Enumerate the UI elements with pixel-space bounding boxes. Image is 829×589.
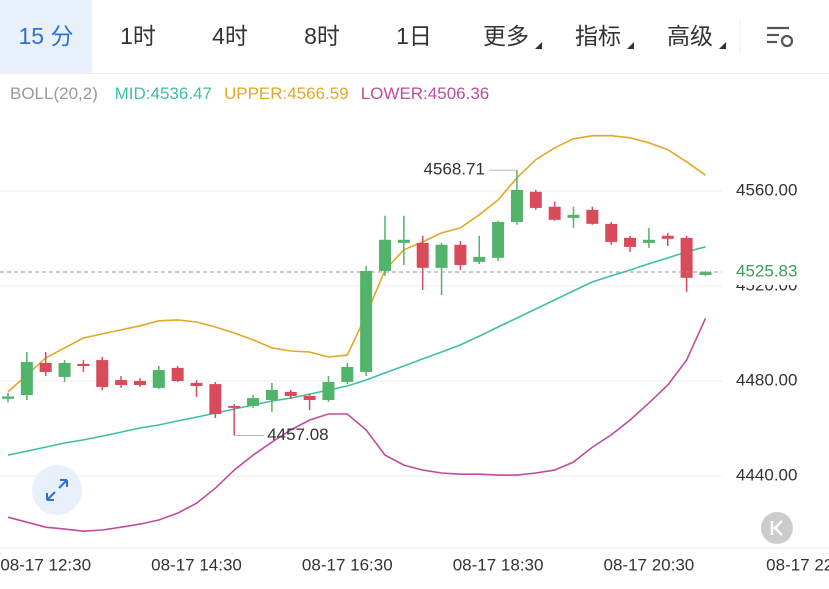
- legend-name: UPPER:: [223, 84, 288, 103]
- candle-body: [680, 237, 693, 278]
- candle-body: [133, 380, 146, 386]
- boll-line: [7, 317, 707, 533]
- candle-body: [39, 362, 52, 372]
- candle-body: [20, 361, 33, 396]
- candle-body: [115, 380, 128, 386]
- candle-body: [473, 256, 486, 262]
- tab[interactable]: 高级: [644, 0, 736, 73]
- x-tick-label: 08-17 14:30: [151, 555, 242, 574]
- candle-body: [624, 237, 637, 247]
- legend-value: 4506.36: [427, 84, 490, 103]
- max-label: 4568.71: [423, 160, 484, 179]
- y-tick-label: 4560.00: [736, 180, 797, 199]
- price-box: [724, 259, 829, 286]
- candle-body: [58, 362, 71, 377]
- candle-body: [605, 223, 618, 242]
- candle-body: [510, 189, 523, 222]
- legend-name: LOWER:: [360, 84, 428, 103]
- candle-body: [529, 191, 542, 208]
- candle-body: [454, 244, 467, 265]
- candle-body: [360, 270, 373, 372]
- min-label: 4457.08: [267, 425, 328, 444]
- tab[interactable]: 1时: [120, 23, 156, 49]
- candle-body: [209, 384, 222, 415]
- y-tick-label: 4440.00: [736, 466, 797, 485]
- y-tick-label: 4480.00: [736, 370, 797, 389]
- legend: BOLL(20,2) MID:4536.47 UPPER:4566.59 LOWER…: [10, 84, 489, 104]
- tab[interactable]: 8时: [304, 23, 340, 49]
- candle-body: [341, 366, 354, 382]
- latest-button[interactable]: [761, 512, 793, 544]
- expand-button[interactable]: [32, 465, 82, 515]
- tab[interactable]: 1日: [396, 23, 432, 49]
- tab[interactable]: 15 分: [0, 0, 92, 73]
- legend-value: 4536.47: [150, 84, 212, 103]
- candle-body: [284, 391, 297, 396]
- candle-body: [548, 206, 561, 220]
- x-tick-label: 08-17 16:30: [302, 555, 393, 574]
- dropdown-arrow: [535, 42, 542, 49]
- candle-body: [379, 239, 391, 271]
- dropdown-arrow: [719, 42, 726, 49]
- candle-body: [642, 239, 655, 243]
- boll-line: [7, 246, 706, 456]
- tab[interactable]: 更多: [460, 0, 552, 73]
- candle-body: [416, 242, 429, 268]
- candle-body: [322, 381, 335, 400]
- x-tick-label: 08-17 22: [766, 555, 829, 574]
- candle-body: [2, 396, 14, 399]
- price-label: 4525.83: [736, 262, 797, 281]
- tab[interactable]: 4时: [212, 23, 248, 49]
- candle-body: [699, 272, 712, 275]
- candle-body: [397, 239, 410, 243]
- tab[interactable]: 指标: [552, 0, 644, 73]
- legend-name: MID:: [114, 84, 151, 103]
- x-tick-label: 08-17 20:30: [604, 555, 695, 574]
- settings-icon[interactable]: [767, 26, 794, 48]
- candle-body: [661, 235, 674, 239]
- x-tick-label: 08-17 18:30: [453, 555, 544, 574]
- candle-body: [567, 214, 580, 218]
- legend-value: 4566.59: [287, 84, 349, 103]
- x-tick-label: 08-17 12:30: [0, 555, 91, 574]
- candle-body: [152, 370, 165, 388]
- candle-body: [77, 363, 90, 367]
- candle-body: [247, 398, 260, 406]
- candle-body: [96, 360, 109, 387]
- candle-body: [265, 390, 278, 400]
- candle-body: [171, 367, 184, 381]
- candle-body: [303, 395, 316, 400]
- indicator-title: BOLL(20,2): [10, 84, 98, 103]
- boll-line: [7, 134, 706, 393]
- tab-bar: 15 分 1时 4时 8时 1日 更多 指标 高级: [0, 0, 829, 74]
- candle-body: [492, 221, 505, 258]
- candle-body: [435, 244, 448, 268]
- candle-body: [228, 405, 241, 408]
- dropdown-arrow: [627, 42, 634, 49]
- candle-body: [586, 209, 599, 224]
- candle-body: [190, 382, 203, 386]
